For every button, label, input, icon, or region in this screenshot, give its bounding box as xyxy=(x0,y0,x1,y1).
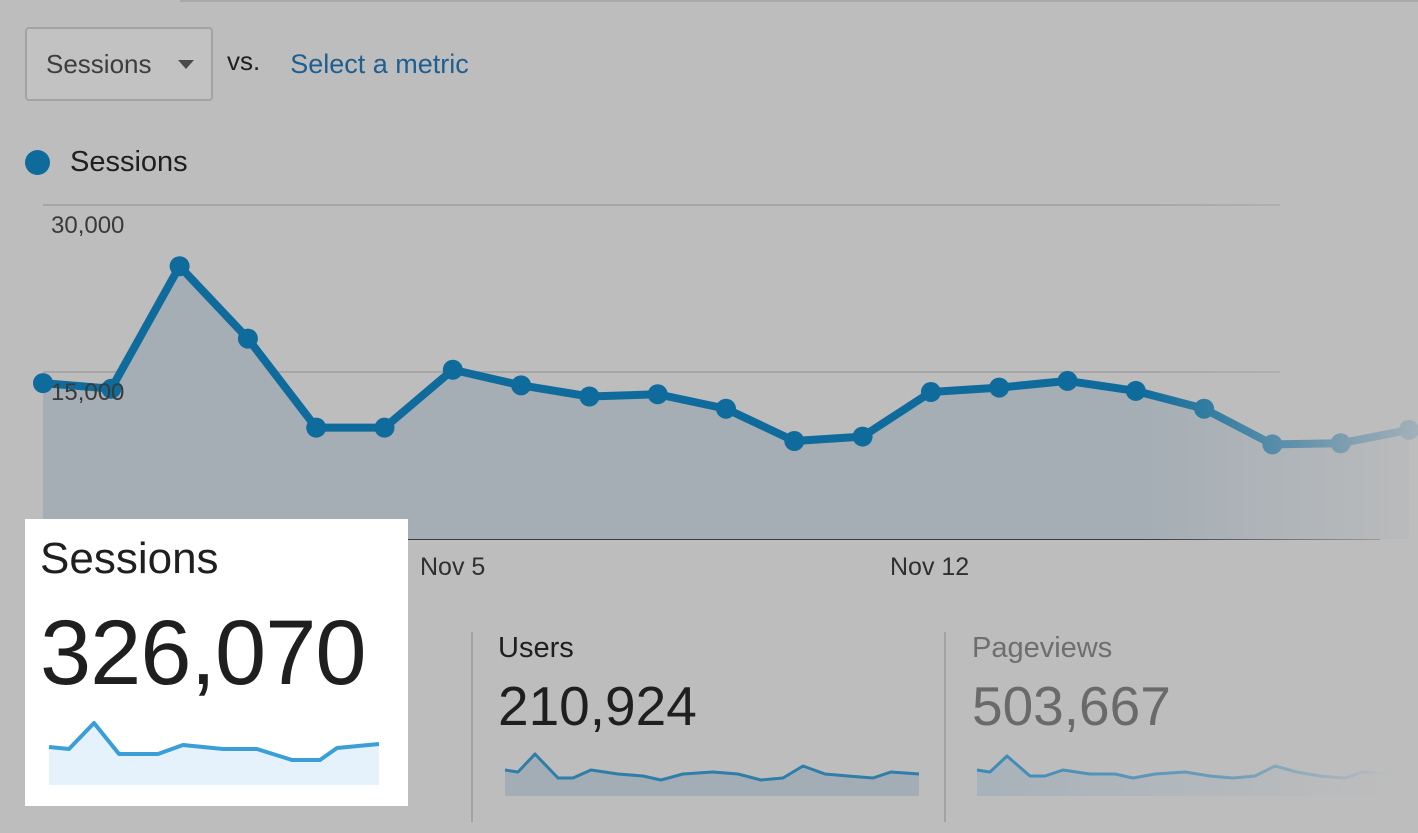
scorecard-label: Sessions xyxy=(40,534,219,583)
sessions-point[interactable] xyxy=(579,386,600,407)
users-sparkline xyxy=(504,752,920,796)
sessions-point[interactable] xyxy=(237,328,258,349)
chart-legend: Sessions xyxy=(25,146,188,179)
sessions-point[interactable] xyxy=(306,417,327,438)
pageviews-scorecard[interactable]: Pageviews 503,667 xyxy=(972,632,1171,734)
sessions-point[interactable] xyxy=(784,431,805,452)
y-tick-label: 30,000 xyxy=(51,212,124,239)
scorecard-value: 326,070 xyxy=(40,602,367,704)
chart-fade-overlay xyxy=(800,195,1418,555)
legend-label: Sessions xyxy=(70,146,188,178)
scorecard-divider xyxy=(944,632,946,822)
chevron-down-icon xyxy=(177,59,194,69)
sessions-point[interactable] xyxy=(647,384,668,405)
metric-toolbar: Sessions vs. Select a metric xyxy=(25,26,469,102)
users-label: Users xyxy=(498,632,574,664)
pageviews-value: 503,667 xyxy=(972,675,1171,737)
metric-select-label: Sessions xyxy=(46,48,152,79)
sessions-point[interactable] xyxy=(169,256,190,277)
sessions-sparkline xyxy=(48,721,380,785)
pageviews-sparkline xyxy=(976,754,1392,796)
users-scorecard[interactable]: Users 210,924 xyxy=(498,632,697,734)
scorecard-divider xyxy=(471,632,473,822)
vs-label: vs. xyxy=(227,45,261,76)
sessions-point[interactable] xyxy=(374,417,395,438)
legend-dot-icon xyxy=(25,150,50,175)
sessions-point[interactable] xyxy=(101,378,122,399)
sessions-line-chart: 30,000 15,000 Nov 5 Nov 12 xyxy=(33,195,1418,581)
x-tick-label: Nov 5 xyxy=(420,553,485,581)
x-tick-label: Nov 12 xyxy=(890,553,969,581)
sessions-scorecard[interactable]: Sessions 326,070 xyxy=(25,519,408,806)
top-divider xyxy=(180,0,1418,2)
pageviews-label: Pageviews xyxy=(972,632,1113,664)
sessions-point[interactable] xyxy=(33,373,53,394)
y-tick-label: 15,000 xyxy=(51,379,124,406)
select-metric-link[interactable]: Select a metric xyxy=(290,48,469,79)
sessions-point[interactable] xyxy=(716,398,736,419)
users-value: 210,924 xyxy=(498,675,697,737)
sessions-point[interactable] xyxy=(511,375,532,396)
metric-select-dropdown[interactable]: Sessions xyxy=(25,27,213,101)
sessions-point[interactable] xyxy=(442,359,463,380)
